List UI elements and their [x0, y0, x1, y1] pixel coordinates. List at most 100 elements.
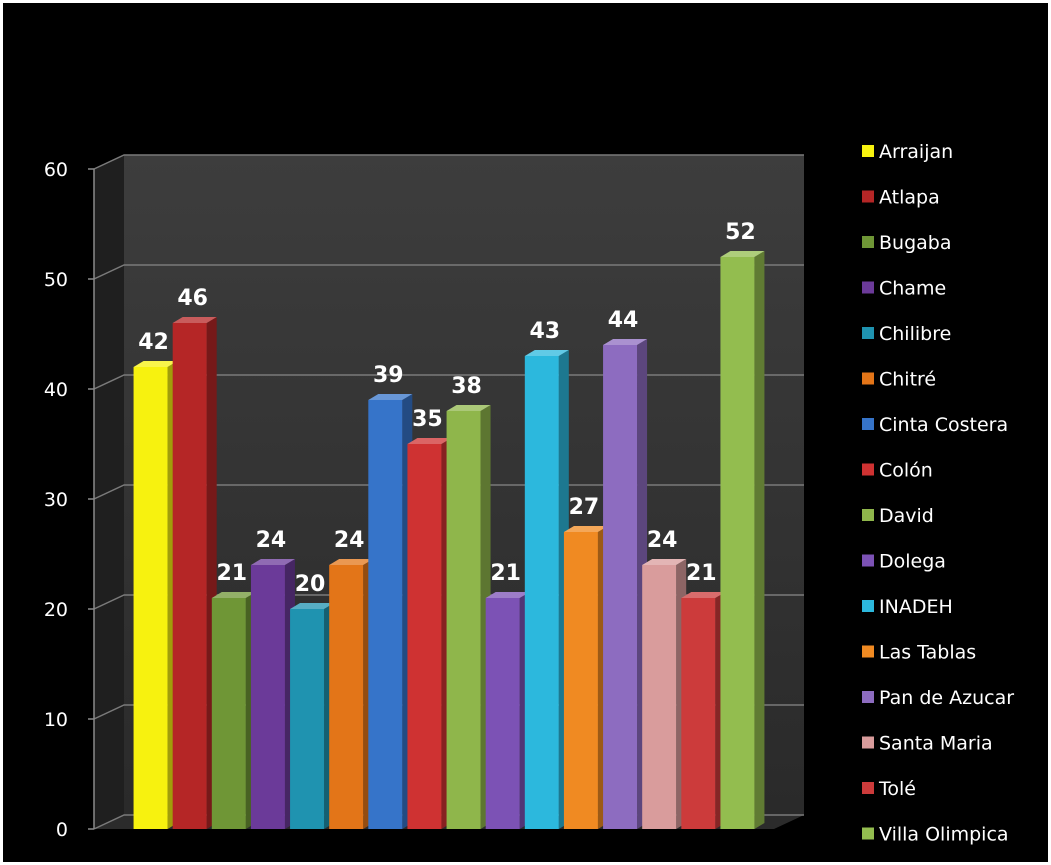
legend-swatch: [862, 827, 874, 840]
bar-inadeh: [524, 350, 569, 829]
legend-swatch: [862, 190, 874, 203]
bar-top: [133, 361, 178, 367]
legend-swatch: [862, 782, 874, 794]
bar-santa-maria: [642, 559, 687, 829]
bar-front: [524, 356, 559, 829]
legend-label: Colón: [879, 460, 933, 482]
bar-chilibre: [290, 603, 335, 829]
bar-front: [368, 400, 403, 829]
legend-item: Dolega: [862, 551, 946, 573]
legend: Arraijan Atlapa Bugaba Chame Chilibre Chitré C…: [862, 141, 1014, 846]
bar-top: [446, 405, 491, 411]
legend-item: Cinta Costera: [862, 414, 1008, 436]
y-tick-label: 60: [44, 159, 68, 181]
legend-item: David: [862, 505, 934, 527]
legend-item: Pan de Azucar: [862, 687, 1014, 709]
bar-front: [172, 323, 207, 829]
gridline: [93, 374, 804, 390]
legend-item: Chitré: [862, 369, 936, 391]
bar-top: [563, 526, 608, 532]
legend-swatch: [862, 236, 874, 248]
bar-front: [446, 411, 481, 829]
legend-swatch: [862, 600, 874, 612]
bar-david: [446, 405, 491, 829]
bar-front: [642, 565, 677, 829]
legend-swatch: [862, 509, 874, 521]
data-label: 24: [256, 528, 287, 553]
data-label: 42: [138, 330, 169, 355]
legend-swatch: [862, 327, 874, 339]
bar-front: [133, 367, 168, 829]
bar-top: [681, 592, 726, 598]
y-tick-label: 20: [44, 599, 68, 621]
legend-swatch: [862, 554, 874, 567]
legend-label: Chitré: [879, 369, 936, 391]
bar-las-tablas: [563, 526, 608, 829]
legend-item: Santa Maria: [862, 733, 993, 755]
legend-item: Chilibre: [862, 323, 951, 345]
legend-swatch: [862, 736, 874, 749]
data-label: 39: [373, 363, 404, 388]
bar-top: [603, 339, 648, 345]
bar-front: [485, 598, 520, 829]
bar-front: [211, 598, 246, 829]
y-axis: 0 10 20 30 40 50 60: [44, 159, 95, 841]
legend-label: Pan de Azucar: [879, 687, 1014, 709]
legend-label: Santa Maria: [879, 733, 993, 755]
data-label: 21: [686, 561, 717, 586]
legend-label: Chame: [879, 278, 946, 300]
legend-item: Chame: [862, 278, 946, 300]
y-tick-label: 50: [44, 269, 68, 291]
bar-cinta-costera: [368, 394, 413, 829]
gridline: [93, 154, 804, 170]
gridline: [93, 264, 804, 280]
bar-arraijan: [133, 361, 178, 829]
legend-swatch: [862, 463, 874, 476]
bar-col-n: [407, 438, 452, 829]
bar-top: [524, 350, 569, 356]
data-label: 21: [490, 561, 521, 586]
data-label: 35: [412, 407, 443, 432]
legend-label: Tolé: [878, 778, 916, 800]
legend-label: Arraijan: [879, 141, 953, 163]
legend-label: Chilibre: [879, 323, 951, 345]
bar-top: [407, 438, 452, 444]
data-label: 21: [217, 561, 248, 586]
bars: [133, 251, 765, 829]
y-tick-label: 40: [44, 379, 68, 401]
legend-label: INADEH: [879, 596, 953, 618]
legend-label: Las Tablas: [879, 642, 976, 664]
data-label: 24: [647, 528, 678, 553]
y-tick-label: 30: [44, 489, 68, 511]
legend-label: David: [879, 505, 934, 527]
bar-atlapa: [172, 317, 217, 829]
bar-front: [290, 609, 325, 829]
data-label: 20: [295, 572, 326, 597]
legend-swatch: [862, 645, 874, 658]
data-label: 27: [569, 495, 600, 520]
legend-swatch: [862, 691, 874, 703]
bar-front: [681, 598, 716, 829]
legend-item: Bugaba: [862, 232, 951, 254]
bar-front: [563, 532, 598, 829]
bar-top: [642, 559, 687, 565]
bar-front: [329, 565, 364, 829]
legend-item: Colón: [862, 460, 933, 482]
legend-item: INADEH: [862, 596, 953, 618]
bar-top: [250, 559, 295, 565]
legend-label: Cinta Costera: [879, 414, 1008, 436]
bar-chitr-: [329, 559, 374, 829]
legend-swatch: [862, 372, 874, 385]
legend-label: Villa Olimpica: [879, 824, 1009, 846]
legend-item: Las Tablas: [862, 642, 976, 664]
bar-front: [720, 257, 755, 829]
data-label: 52: [725, 220, 756, 245]
bar-top: [329, 559, 374, 565]
bar-villa-olimpica: [720, 251, 765, 829]
bar-chame: [250, 559, 295, 829]
bar-top: [720, 251, 765, 257]
bar-pan-de-azucar: [603, 339, 648, 829]
legend-label: Dolega: [879, 551, 946, 573]
